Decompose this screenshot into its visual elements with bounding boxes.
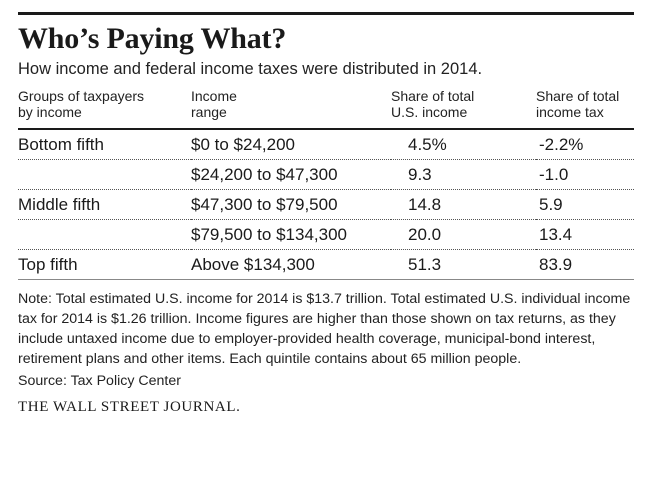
header-tax-share-line1: Share of total [536,88,620,104]
range-cell: $0 to $24,200 [191,134,295,154]
chart-container: Who’s Paying What? How income and federa… [12,12,634,416]
range-cell: $79,500 to $134,300 [191,224,347,244]
header-range-line2: range [191,104,227,120]
group-cell: Top fifth [18,254,78,274]
header-groups: Groups of taxpayers by income [18,88,191,129]
publisher-logo: THE WALL STREET JOURNAL. [18,399,241,415]
header-groups-line2: by income [18,104,82,120]
range-cell: Above $134,300 [191,254,315,274]
tax-share-cell: 13.4 [539,224,573,244]
header-range-line1: Income [191,88,237,104]
tax-share-cell: -1.0 [539,164,569,184]
header-groups-line1: Groups of taxpayers [18,88,145,104]
top-rule [18,12,634,15]
income-share-cell: 20.0 [408,224,442,244]
header-tax-share-line2: income tax [536,104,604,120]
income-share-cell: 51.3 [408,254,442,274]
footnote: Note: Total estimated U.S. income for 20… [18,291,631,367]
table-row: $79,500 to $134,300 20.0 13.4 [18,220,634,250]
group-cell: Middle fifth [18,194,101,214]
group-cell [18,220,191,250]
source-line: Source: Tax Policy Center [18,373,181,389]
income-share-cell: 14.8 [408,194,442,214]
table-row: Middle fifth $47,300 to $79,500 14.8 5.9 [18,190,634,220]
header-income-share: Share of total U.S. income [391,88,536,129]
tax-share-cell: -2.2% [539,134,584,154]
header-income-share-line1: Share of total [391,88,475,104]
table-header-row: Groups of taxpayers by income Income ran… [18,88,634,129]
range-cell: $24,200 to $47,300 [191,164,338,184]
header-income-share-line2: U.S. income [391,104,468,120]
income-share-cell: 9.3 [408,164,432,184]
chart-title: Who’s Paying What? [18,22,287,55]
table-row: $24,200 to $47,300 9.3 -1.0 [18,160,634,190]
tax-share-cell: 83.9 [539,254,573,274]
tax-share-cell: 5.9 [539,194,563,214]
data-table: Groups of taxpayers by income Income ran… [18,88,634,280]
income-share-cell: 4.5% [408,134,447,154]
group-cell [18,160,191,190]
table-row: Top fifth Above $134,300 51.3 83.9 [18,250,634,280]
chart-subtitle: How income and federal income taxes were… [18,60,483,78]
header-range: Income range [191,88,391,129]
group-cell: Bottom fifth [18,134,104,154]
header-tax-share: Share of total income tax [536,88,634,129]
table-row: Bottom fifth $0 to $24,200 4.5% -2.2% [18,129,634,160]
range-cell: $47,300 to $79,500 [191,194,338,214]
